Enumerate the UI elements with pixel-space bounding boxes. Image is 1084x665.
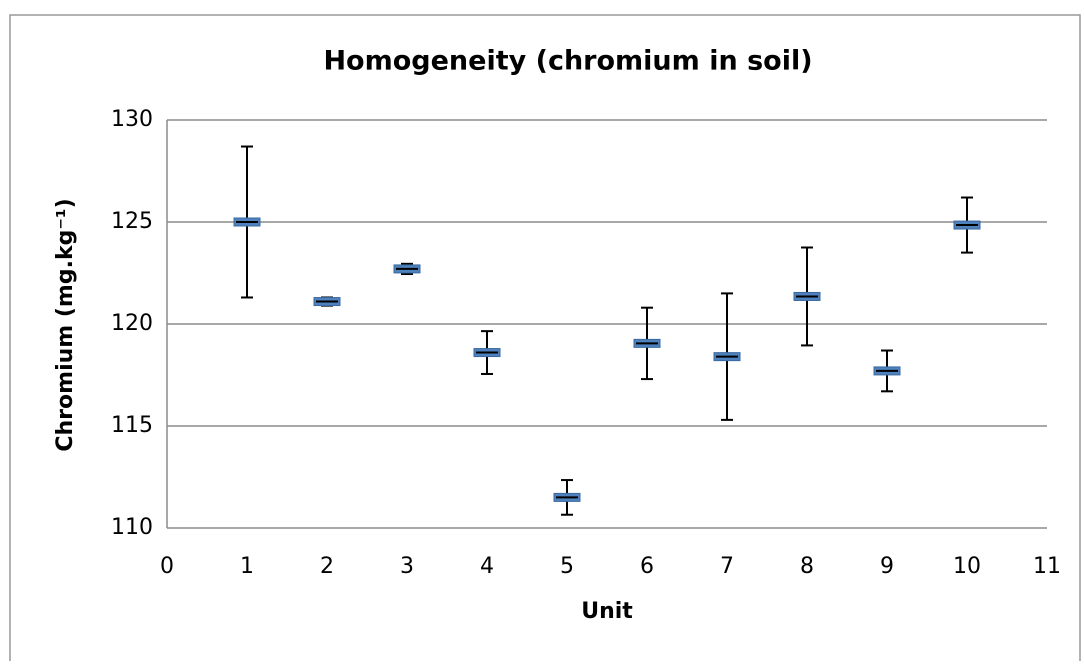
x-tick-label: 4 [480,554,494,579]
x-tick-label: 0 [160,554,174,579]
y-tick-label: 120 [111,311,153,336]
chart-frame [9,14,1081,665]
chart-title: Homogeneity (chromium in soil) [323,46,812,77]
y-tick-label: 130 [111,107,153,132]
y-axis-label: Chromium (mg.kg⁻¹) [53,198,78,451]
x-tick-label: 2 [320,554,334,579]
x-tick-label: 3 [400,554,414,579]
x-tick-label: 5 [560,554,574,579]
x-tick-label: 7 [720,554,734,579]
y-tick-label: 115 [111,413,153,438]
x-tick-label: 6 [640,554,654,579]
y-tick-label: 125 [111,209,153,234]
x-axis-label: Unit [581,599,633,624]
x-tick-label: 11 [1033,554,1061,579]
x-tick-label: 9 [880,554,894,579]
x-tick-label: 1 [240,554,254,579]
x-tick-label: 10 [953,554,981,579]
x-tick-label: 8 [800,554,814,579]
y-tick-label: 110 [111,515,153,540]
